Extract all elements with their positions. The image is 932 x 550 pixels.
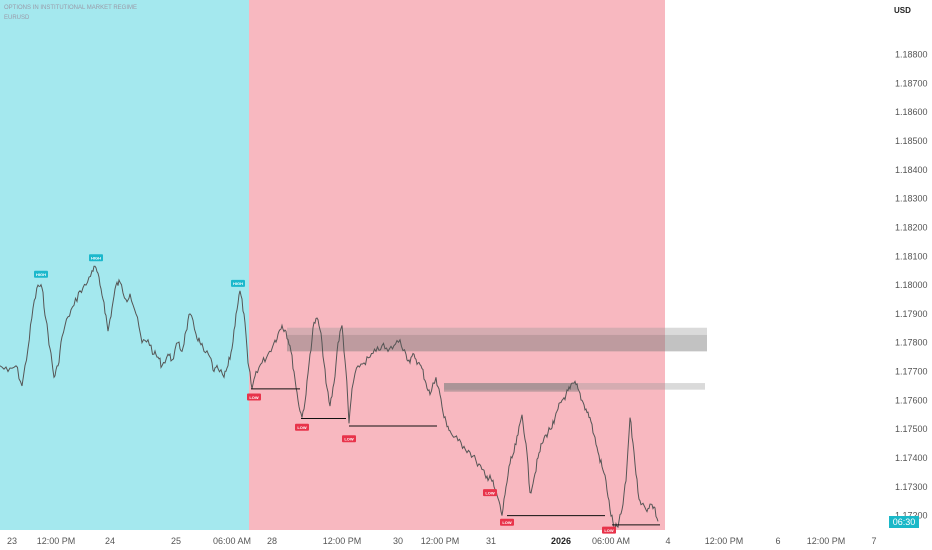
time-tick-label: 06:00 AM	[592, 536, 630, 546]
price-tick-label: 1.18400	[895, 165, 928, 175]
pivot-low-marker-7: LOW	[500, 518, 514, 526]
time-tick-label: 12:00 PM	[421, 536, 460, 546]
time-tick-label: 12:00 PM	[323, 536, 362, 546]
price-tick-label: 1.17900	[895, 309, 928, 319]
pivot-box	[247, 393, 261, 401]
pivot-text: LOW	[502, 520, 512, 525]
time-tick-label: 23	[7, 536, 17, 546]
pivot-text: HIGH	[36, 272, 46, 277]
time-tick-label: 28	[267, 536, 277, 546]
time-tick-label: 31	[486, 536, 496, 546]
pivot-low-marker-4: LOW	[295, 423, 309, 431]
supply-zone-2	[444, 383, 705, 390]
pivot-markers: HIGH HIGH HIGH LOW LOW LOW LOW LOW LOW	[34, 254, 616, 534]
bearish-regime-region	[249, 0, 665, 530]
price-line	[0, 265, 659, 531]
pivot-text: LOW	[249, 395, 259, 400]
price-tick-label: 1.18000	[895, 280, 928, 290]
pivot-text: LOW	[604, 528, 614, 533]
time-tick-label: 12:00 PM	[705, 536, 744, 546]
price-tick-label: 1.17500	[895, 424, 928, 434]
time-tick-label: 2026	[551, 536, 571, 546]
supply-zone-3	[444, 383, 578, 392]
pivot-text: LOW	[344, 437, 354, 442]
price-tick-label: 1.18800	[895, 50, 928, 60]
pivot-low-marker-6: LOW	[483, 489, 497, 497]
time-axis: 23 12:00 PM 24 25 06:00 AM 28 12:00 PM 30 12:00 …	[7, 536, 877, 546]
price-series	[0, 265, 659, 531]
pivot-box	[342, 435, 356, 443]
price-tick-label: 1.18600	[895, 107, 928, 117]
pivot-text: LOW	[297, 425, 307, 430]
pivot-box	[295, 423, 309, 431]
last-price-tag: 06:30	[889, 516, 919, 528]
pivot-low-marker-3: LOW	[247, 393, 261, 401]
pivot-high-marker-0: HIGH	[34, 270, 48, 278]
time-tick-label: 12:00 PM	[37, 536, 76, 546]
price-tick-label: 1.18100	[895, 251, 928, 261]
price-tick-label: 1.18300	[895, 194, 928, 204]
regime-background	[0, 0, 665, 530]
time-tick-label: 24	[105, 536, 115, 546]
price-tick-label: 1.17200	[895, 511, 928, 521]
currency-unit: USD	[894, 6, 911, 15]
legend-line-1: OPTIONS IN INSTITUTIONAL MARKET REGIME	[4, 5, 138, 11]
pivot-low-marker-8: LOW	[602, 526, 616, 534]
pivot-high-marker-2: HIGH	[231, 279, 245, 287]
price-tick-label: 1.17600	[895, 395, 928, 405]
time-tick-label: 7	[871, 536, 876, 546]
price-tick-label: 1.18500	[895, 136, 928, 146]
legend-line-2: EURUSD	[4, 15, 30, 21]
time-tick-label: 25	[171, 536, 181, 546]
pivot-box	[89, 254, 103, 262]
time-tick-label: 30	[393, 536, 403, 546]
pivot-box	[500, 518, 514, 526]
supply-zone-0	[287, 327, 707, 335]
time-tick-label: 4	[665, 536, 670, 546]
time-tick-label: 6	[775, 536, 780, 546]
price-tick-label: 1.17300	[895, 482, 928, 492]
time-tick-label: 12:00 PM	[807, 536, 846, 546]
pivot-box	[483, 489, 497, 497]
price-tick-label: 1.17800	[895, 338, 928, 348]
pivot-low-marker-5: LOW	[342, 435, 356, 443]
pivot-text: HIGH	[233, 281, 243, 286]
price-tick-label: 1.18200	[895, 222, 928, 232]
time-tick-label: 06:00 AM	[213, 536, 251, 546]
bullish-regime-region	[0, 0, 249, 530]
price-tick-label: 1.18700	[895, 78, 928, 88]
price-tick-label: 1.17700	[895, 367, 928, 377]
pivot-box	[602, 526, 616, 534]
pivot-box	[231, 279, 245, 287]
price-tag-box	[889, 516, 919, 528]
price-tag-text: 06:30	[893, 517, 916, 527]
pivot-box	[34, 270, 48, 278]
indicator-legend: OPTIONS IN INSTITUTIONAL MARKET REGIME E…	[4, 3, 137, 23]
supply-zone-1	[287, 334, 707, 352]
price-tick-label: 1.17400	[895, 453, 928, 463]
pivot-text: LOW	[485, 490, 495, 495]
pivot-text: HIGH	[91, 256, 101, 261]
pivot-high-marker-1: HIGH	[89, 254, 103, 262]
price-axis: 1.18800 1.18700 1.18600 1.18500 1.18400 1.183…	[895, 50, 928, 521]
swing-low-lines	[251, 388, 660, 526]
